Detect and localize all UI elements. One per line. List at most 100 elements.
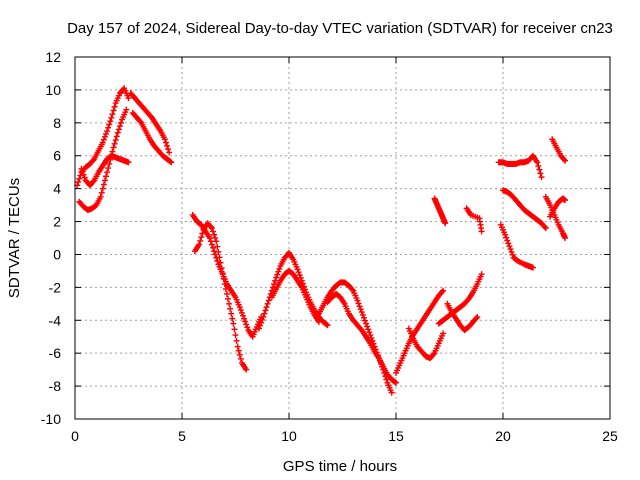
x-tick-label: 20 <box>495 428 511 444</box>
x-tick-label: 0 <box>71 428 79 444</box>
data-point <box>276 265 283 272</box>
grid <box>75 57 610 419</box>
y-tick-label: 2 <box>53 214 61 230</box>
data-point <box>208 225 215 232</box>
data-point <box>349 286 356 293</box>
data-point <box>274 271 281 278</box>
data-point <box>297 274 304 281</box>
data-point <box>355 300 362 307</box>
data-point <box>442 220 449 227</box>
data-point <box>223 290 230 297</box>
data-point <box>324 322 331 329</box>
data-point <box>504 237 511 244</box>
data-point <box>367 332 374 339</box>
x-tick-label: 15 <box>388 428 404 444</box>
data-point <box>212 235 219 241</box>
x-tick-label: 25 <box>602 428 618 444</box>
data-point <box>207 238 214 245</box>
data-point <box>206 235 213 241</box>
data-point <box>265 297 272 304</box>
data-point <box>264 300 271 307</box>
data-point <box>104 128 111 135</box>
data-point <box>541 223 548 230</box>
series-arc-9 <box>268 267 322 325</box>
data-point <box>118 119 125 126</box>
y-tick-label: 6 <box>53 148 61 164</box>
y-tick-label: 8 <box>53 115 61 131</box>
data-point <box>562 157 569 164</box>
data-point <box>364 323 371 330</box>
data-point <box>366 329 373 336</box>
data-point <box>232 332 239 339</box>
series-arc-1 <box>74 85 132 189</box>
data-point <box>430 351 437 358</box>
data-point <box>196 241 203 248</box>
data-point <box>356 303 363 310</box>
data-point <box>214 243 221 250</box>
data-point <box>357 306 364 313</box>
data-point <box>323 321 330 328</box>
data-point <box>506 243 513 250</box>
data-point <box>260 313 267 320</box>
data-point <box>99 185 106 192</box>
data-point <box>440 330 447 337</box>
data-point <box>236 351 243 358</box>
series-arc-16 <box>431 195 449 227</box>
data-point <box>231 326 238 333</box>
data-point <box>77 172 84 179</box>
data-point <box>562 235 569 241</box>
data-point <box>388 389 395 396</box>
data-point <box>219 270 226 277</box>
data-point <box>226 300 233 307</box>
data-point <box>218 265 225 272</box>
data-point <box>103 130 110 137</box>
data-point <box>237 355 244 362</box>
data-point <box>101 177 108 184</box>
y-tick-label: 0 <box>53 246 61 262</box>
series-arc-23 <box>547 195 569 220</box>
data-point <box>242 318 249 325</box>
data-point <box>535 163 542 170</box>
data-point <box>198 234 205 241</box>
data-point <box>75 179 82 186</box>
x-tick-label: 10 <box>281 428 297 444</box>
y-tick-label: -4 <box>49 312 62 328</box>
data-point <box>478 271 485 278</box>
data-point <box>101 133 108 140</box>
series-arc-6 <box>189 211 265 340</box>
data-point <box>537 170 544 177</box>
x-tick-label: 5 <box>178 428 186 444</box>
series-arc-10 <box>315 279 395 396</box>
data-point <box>210 228 217 235</box>
axis-ticks <box>74 56 611 420</box>
series-arc-12 <box>393 287 447 376</box>
data-point <box>363 320 370 327</box>
chart-title: Day 157 of 2024, Sidereal Day-to-day VTE… <box>67 20 613 37</box>
data-point <box>216 254 223 261</box>
data-point <box>508 248 515 255</box>
data-point <box>207 223 214 230</box>
data-point <box>360 314 367 321</box>
series-arc-13 <box>405 325 447 362</box>
data-point <box>256 325 263 332</box>
data-point <box>214 258 221 265</box>
data-point <box>104 169 111 176</box>
data-point <box>162 139 169 146</box>
data-point <box>478 228 485 235</box>
data-point <box>215 248 222 255</box>
data-point <box>113 133 120 140</box>
data-point <box>98 189 105 196</box>
series-arc-7 <box>191 220 250 373</box>
data-point <box>225 295 232 302</box>
y-tick-label: 4 <box>53 181 61 197</box>
data-point <box>106 160 113 167</box>
data-point <box>560 156 567 163</box>
data-point <box>391 378 398 385</box>
data-point <box>296 272 303 279</box>
data-point <box>315 318 322 325</box>
data-point <box>125 95 132 102</box>
data-point <box>79 168 86 175</box>
tick-labels: 0 5 10 15 20 25 -10 -8 -6 -4 -2 0 2 4 6 8 10 12 <box>41 49 618 444</box>
data-point <box>230 320 237 327</box>
data-point <box>199 230 206 237</box>
